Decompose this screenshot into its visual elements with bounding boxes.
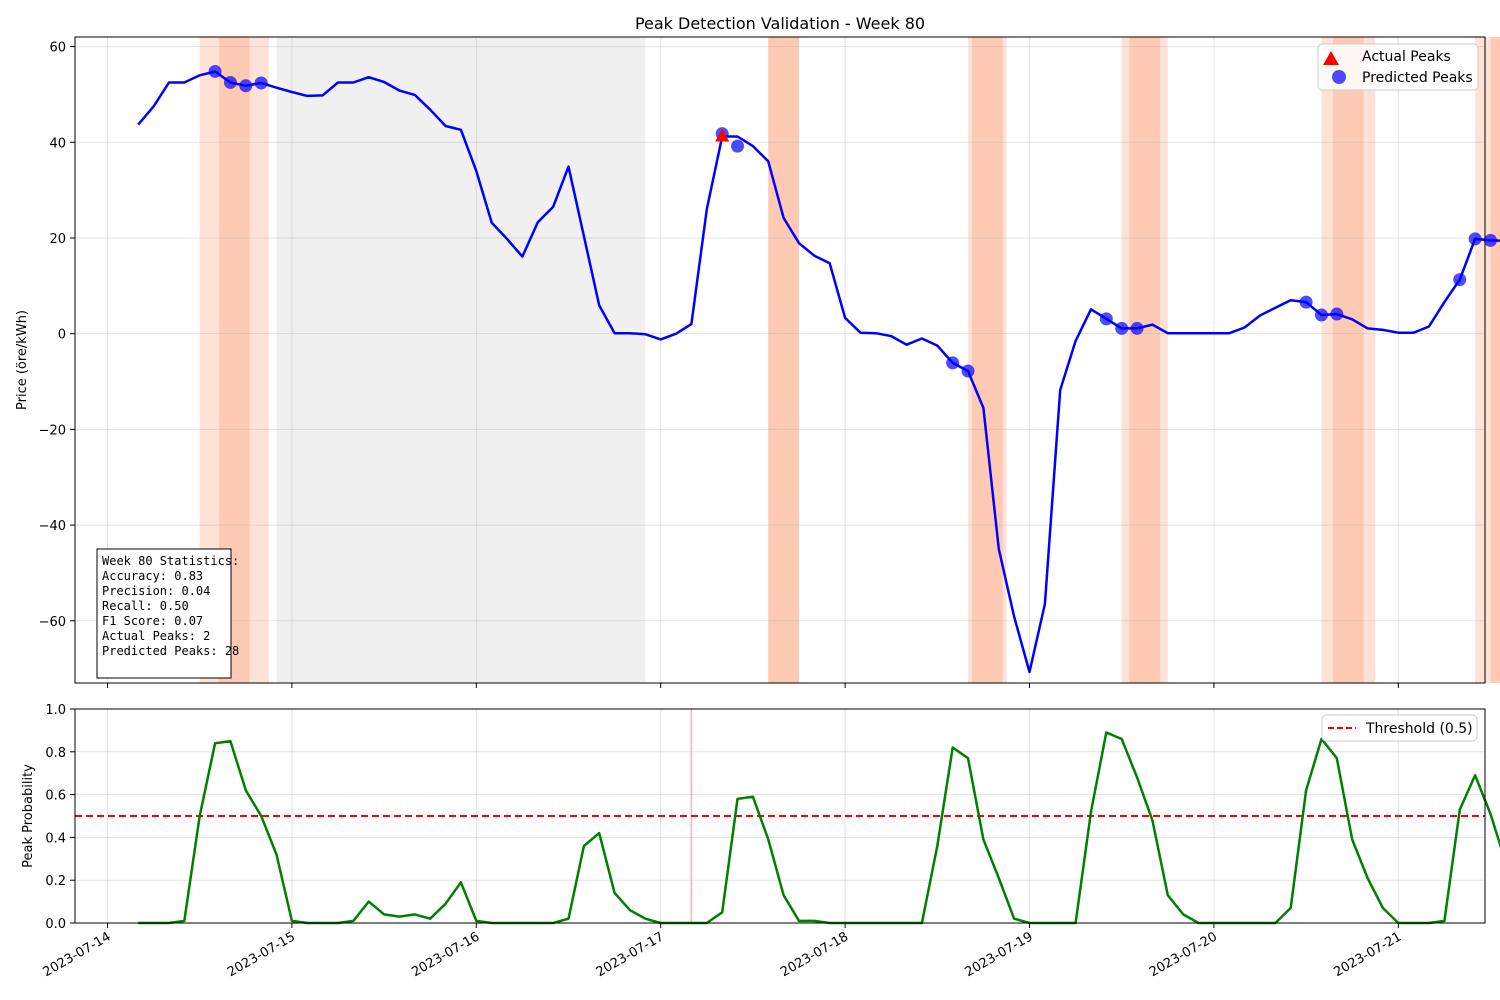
statistics-box-frame (96, 548, 232, 679)
predicted-peak-point (223, 75, 237, 89)
predicted-peak-point (961, 364, 975, 378)
predicted-peak-point (254, 76, 268, 90)
predicted-peak-window-core (768, 37, 799, 683)
predicted-peak-point (1330, 307, 1344, 321)
price-y-tick-label: 20 (49, 232, 66, 247)
price-y-tick-label: 60 (49, 41, 66, 56)
predicted-peak-window-core (971, 37, 1003, 683)
actual-peaks-series (715, 128, 730, 142)
price-legend[interactable]: Actual Peaks Predicted Peaks (1317, 43, 1479, 91)
predicted-peak-point (1484, 233, 1497, 247)
price-plot-frame (74, 36, 1486, 684)
probability-plot-frame (74, 708, 1486, 924)
price-y-tick-label: 0 (58, 328, 66, 343)
stats-predicted-peaks: Predicted Peaks: 28 (102, 644, 239, 658)
stats-f1-score: F1 Score: 0.07 (102, 614, 203, 628)
predicted-peak-point (1468, 232, 1482, 246)
price-y-axis-label: Price (öre/kWh) (15, 310, 30, 410)
predicted-peak-point (1314, 308, 1328, 322)
actual-peaks-legend-marker (1323, 51, 1339, 65)
price-legend-box (1317, 43, 1479, 91)
price-y-tick-label: −60 (39, 615, 66, 630)
price-y-tick-label: −40 (39, 519, 66, 534)
predicted-peak-window (1121, 37, 1168, 683)
predicted-peak-window-core (1490, 37, 1500, 683)
actual-peak-point (715, 128, 730, 142)
price-x-axis-ticks (107, 683, 1399, 688)
price-grid (75, 37, 1485, 683)
chart-title: Peak Detection Validation - Week 80 (635, 14, 925, 33)
stats-title: Week 80 Statistics: (102, 554, 239, 568)
probability-y-tick-label: 0.6 (45, 789, 66, 804)
predicted-peak-point (1453, 273, 1467, 287)
predicted-peak-point (731, 139, 745, 153)
weekend-shading (276, 37, 646, 683)
price-y-tick-label: 40 (49, 136, 66, 151)
stats-precision: Precision: 0.04 (102, 584, 210, 598)
legend-actual-peaks: Actual Peaks (1362, 49, 1451, 65)
probability-y-axis-ticks: 0.0 0.2 0.4 0.6 0.8 1.0 (45, 703, 75, 932)
price-y-tick-label: −20 (39, 423, 66, 438)
price-series-line (137, 70, 1500, 674)
predicted-peaks-legend-marker (1332, 70, 1346, 84)
predicted-peak-point (239, 79, 253, 93)
predicted-peak-window (1321, 37, 1376, 683)
predicted-peak-point (946, 356, 960, 370)
probability-y-axis-label: Peak Probability (21, 764, 36, 868)
legend-predicted-peaks: Predicted Peaks (1362, 70, 1473, 86)
price-chart: Peak Detection Validation - Week 80 −60−… (15, 14, 1500, 688)
predicted-peak-point (1115, 321, 1129, 335)
legend-threshold: Threshold (0.5) (1365, 721, 1473, 737)
probability-y-tick-label: 0.2 (45, 874, 66, 889)
price-y-axis-ticks: −60 −40 −20 0 20 40 60 (39, 41, 75, 630)
stats-accuracy: Accuracy: 0.83 (102, 569, 203, 583)
predicted-peak-point (1099, 312, 1113, 326)
probability-y-tick-label: 0.4 (45, 831, 66, 846)
predicted-peak-point (208, 64, 222, 78)
probability-legend[interactable]: Threshold (0.5) (1321, 714, 1478, 742)
predicted-peaks-series (208, 64, 1497, 378)
peak-window-bands (199, 37, 1500, 683)
probability-legend-box (1321, 714, 1478, 742)
predicted-peak-window-core (1332, 37, 1364, 683)
stats-actual-peaks: Actual Peaks: 2 (102, 629, 210, 643)
statistics-box: Week 80 Statistics: Accuracy: 0.83 Preci… (96, 548, 239, 679)
stats-recall: Recall: 0.50 (102, 599, 189, 613)
predicted-peak-window (768, 37, 799, 683)
probability-y-tick-label: 1.0 (45, 703, 66, 718)
predicted-peak-window-core (1129, 37, 1161, 683)
probability-y-tick-label: 0.0 (45, 917, 66, 932)
predicted-peak-window (1475, 37, 1500, 683)
predicted-peak-point (1130, 321, 1144, 335)
predicted-peak-window (968, 37, 1007, 683)
predicted-peak-point (1299, 295, 1313, 309)
probability-y-tick-label: 0.8 (45, 746, 66, 761)
